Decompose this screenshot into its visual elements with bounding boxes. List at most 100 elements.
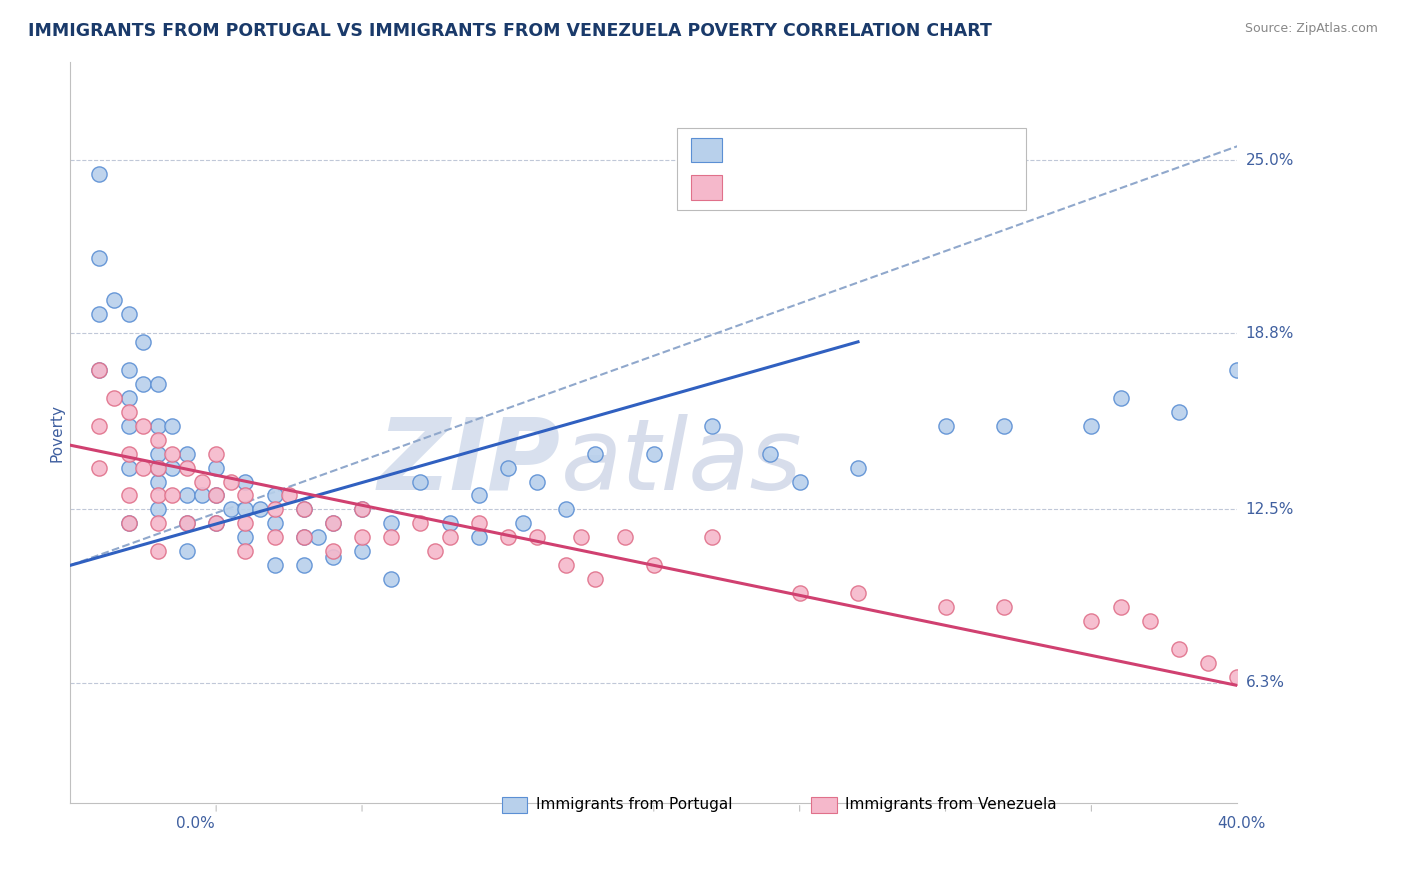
- Point: [103, 391, 125, 405]
- Point: [132, 376, 155, 391]
- Point: [322, 544, 344, 558]
- Point: [613, 530, 636, 544]
- Point: [512, 516, 534, 531]
- Point: [555, 558, 578, 573]
- Point: [132, 334, 155, 349]
- Point: [205, 516, 228, 531]
- Point: [263, 502, 285, 516]
- Point: [585, 446, 607, 460]
- Point: [263, 516, 285, 531]
- Point: [1167, 405, 1189, 419]
- Point: [569, 530, 592, 544]
- Point: [380, 572, 402, 586]
- Point: [526, 530, 548, 544]
- Text: 25.0%: 25.0%: [1246, 153, 1294, 168]
- Point: [292, 502, 315, 516]
- Point: [292, 530, 315, 544]
- Point: [322, 516, 344, 531]
- Point: [89, 460, 111, 475]
- Point: [643, 446, 665, 460]
- Point: [292, 530, 315, 544]
- Point: [1226, 670, 1249, 684]
- Point: [146, 488, 169, 502]
- Point: [89, 167, 111, 181]
- Point: [263, 530, 285, 544]
- Point: [205, 488, 228, 502]
- Text: 18.8%: 18.8%: [1246, 326, 1294, 341]
- Point: [233, 516, 256, 531]
- Point: [233, 530, 256, 544]
- Point: [496, 460, 519, 475]
- Point: [468, 488, 491, 502]
- Text: Immigrants from Venezuela: Immigrants from Venezuela: [845, 797, 1057, 812]
- Text: IMMIGRANTS FROM PORTUGAL VS IMMIGRANTS FROM VENEZUELA POVERTY CORRELATION CHART: IMMIGRANTS FROM PORTUGAL VS IMMIGRANTS F…: [28, 22, 993, 40]
- Y-axis label: Poverty: Poverty: [49, 403, 65, 462]
- Point: [146, 516, 169, 531]
- Point: [146, 460, 169, 475]
- Point: [468, 530, 491, 544]
- Point: [162, 488, 184, 502]
- Point: [176, 460, 198, 475]
- Point: [205, 488, 228, 502]
- Text: Source: ZipAtlas.com: Source: ZipAtlas.com: [1244, 22, 1378, 36]
- Point: [103, 293, 125, 307]
- Point: [1167, 642, 1189, 657]
- Point: [89, 363, 111, 377]
- Point: [118, 363, 141, 377]
- Point: [1197, 656, 1219, 670]
- Point: [352, 530, 374, 544]
- Point: [146, 502, 169, 516]
- Point: [263, 488, 285, 502]
- Point: [190, 488, 212, 502]
- Point: [118, 307, 141, 321]
- Point: [993, 600, 1015, 615]
- Point: [89, 418, 111, 433]
- Point: [439, 530, 461, 544]
- Point: [352, 544, 374, 558]
- Point: [205, 460, 228, 475]
- Point: [233, 544, 256, 558]
- Point: [118, 516, 141, 531]
- Point: [118, 405, 141, 419]
- Point: [233, 502, 256, 516]
- Point: [205, 516, 228, 531]
- Point: [643, 558, 665, 573]
- Text: Immigrants from Portugal: Immigrants from Portugal: [536, 797, 733, 812]
- Point: [146, 446, 169, 460]
- Point: [934, 600, 956, 615]
- Point: [439, 516, 461, 531]
- Point: [278, 488, 301, 502]
- Point: [307, 530, 329, 544]
- Point: [409, 516, 432, 531]
- Text: 12.5%: 12.5%: [1246, 502, 1294, 517]
- Point: [118, 391, 141, 405]
- Text: R = -0.379   N = 59: R = -0.379 N = 59: [734, 180, 883, 195]
- Point: [292, 558, 315, 573]
- Point: [118, 446, 141, 460]
- Text: 6.3%: 6.3%: [1246, 675, 1285, 690]
- Point: [162, 460, 184, 475]
- Point: [146, 376, 169, 391]
- Point: [89, 363, 111, 377]
- Point: [934, 418, 956, 433]
- Point: [176, 516, 198, 531]
- Point: [993, 418, 1015, 433]
- Point: [176, 516, 198, 531]
- Point: [89, 307, 111, 321]
- Point: [352, 502, 374, 516]
- Point: [1080, 418, 1102, 433]
- Point: [233, 475, 256, 489]
- Point: [219, 475, 242, 489]
- Point: [132, 460, 155, 475]
- Point: [380, 530, 402, 544]
- Point: [526, 475, 548, 489]
- Text: atlas: atlas: [561, 414, 801, 511]
- Point: [352, 502, 374, 516]
- Point: [585, 572, 607, 586]
- Point: [700, 418, 723, 433]
- Text: 0.0%: 0.0%: [176, 816, 215, 831]
- Point: [205, 446, 228, 460]
- Point: [219, 502, 242, 516]
- Text: R =  0.299   N = 67: R = 0.299 N = 67: [734, 143, 883, 157]
- Point: [263, 558, 285, 573]
